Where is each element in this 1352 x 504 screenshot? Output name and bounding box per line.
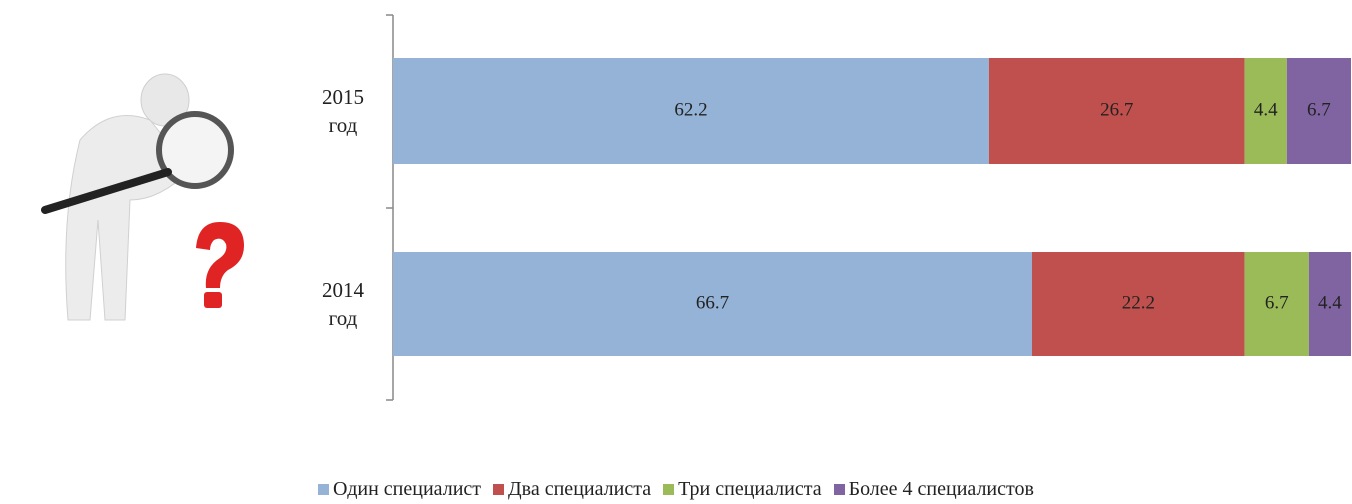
bar-segment — [1031, 252, 1245, 356]
illustration — [41, 73, 244, 321]
legend-label: Два специалиста — [508, 478, 652, 500]
data-label: 4.4 — [1254, 99, 1278, 120]
y-tick-label: 2015 год — [322, 85, 364, 137]
legend-label: Более 4 специалистов — [848, 478, 1034, 500]
legend-swatch — [663, 484, 675, 495]
data-label: 22.2 — [1122, 292, 1155, 313]
legend-label: Один специалист — [333, 478, 482, 500]
bar-segment — [988, 58, 1245, 164]
bar-segment — [1308, 252, 1351, 356]
legend-item: Один специалист — [318, 478, 481, 501]
y-tick-label: 2014 год — [322, 278, 364, 330]
data-label: 62.2 — [674, 99, 707, 120]
data-label: 26.7 — [1100, 99, 1133, 120]
legend-item: Два специалиста — [493, 478, 651, 501]
bar-segment — [1244, 252, 1309, 356]
data-label: 6.7 — [1307, 99, 1331, 120]
data-label: 4.4 — [1318, 292, 1342, 313]
legend: Один специалист Два специалиста Три специа… — [0, 478, 1352, 501]
category-axis — [386, 14, 394, 401]
legend-swatch — [493, 484, 505, 495]
legend-label: Три специалиста — [678, 478, 822, 500]
bar-segment — [1286, 58, 1351, 164]
legend-item: Более 4 специалистов — [833, 478, 1034, 501]
legend-item: Три специалиста — [663, 478, 822, 501]
data-label: 66.7 — [696, 292, 729, 313]
bar-segment — [393, 252, 1032, 356]
bar-segment — [1244, 58, 1287, 164]
bar-segment — [393, 58, 989, 164]
legend-swatch — [833, 484, 845, 495]
legend-swatch — [318, 484, 330, 495]
data-label: 6.7 — [1265, 292, 1289, 313]
